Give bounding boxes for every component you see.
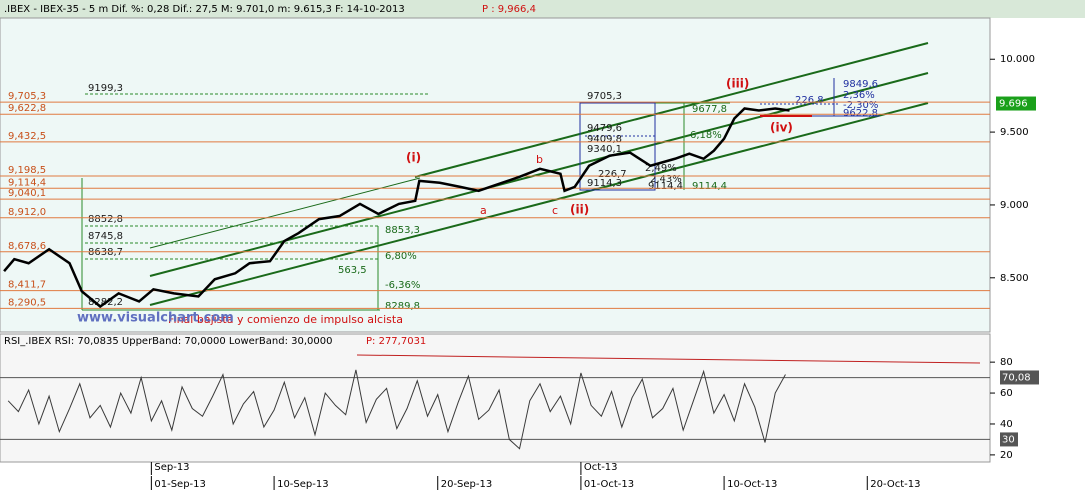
annotation: 9114,4 [692, 181, 727, 192]
level-label: 8,678,6 [8, 241, 46, 252]
value-tag-label: 30 [1002, 434, 1015, 445]
fib-tools [81, 93, 730, 311]
annotation: 9677,8 [692, 104, 727, 115]
y-tick-label: 80 [1000, 357, 1013, 368]
value-tag [1000, 432, 1018, 447]
annotation: 9340,1 [587, 144, 622, 155]
wave-label: a [480, 204, 487, 217]
rsi-p: P: 277,7031 [366, 336, 426, 347]
value-tag-label: 70,08 [1002, 372, 1031, 383]
x-tick-label: 10-Oct-13 [727, 479, 777, 490]
note: Final bajista y comienzo de impulso alci… [168, 313, 403, 326]
channel-line [149, 102, 929, 306]
wave-label: b [536, 153, 543, 166]
level-label: 8,912,0 [8, 207, 46, 218]
series-line [3, 107, 790, 309]
series-line [7, 369, 786, 450]
x-tick-label: 20-Oct-13 [870, 479, 920, 490]
annotation: 6,80% [385, 251, 417, 262]
level-label: 9,198,5 [8, 165, 46, 176]
annotation: -2,30% [843, 100, 878, 111]
annotation: 9622,8 [843, 108, 878, 119]
x-tick-label: 20-Sep-13 [441, 479, 493, 490]
channel-line [149, 177, 421, 249]
y-tick-label: 8.500 [1000, 273, 1029, 284]
annotation: 6,18% [690, 130, 722, 141]
header-title: .IBEX - IBEX-35 - 5 m Dif. %: 0,28 Dif.:… [4, 4, 405, 15]
wave-label: (iii) [726, 77, 749, 91]
level-label: 9,114,4 [8, 177, 46, 188]
x-tick-label: 10-Sep-13 [277, 479, 329, 490]
annotation: 9409,8 [587, 134, 622, 145]
annotation: 563,5 [338, 265, 367, 276]
channel-line [149, 72, 929, 277]
annotation: 8289,8 [385, 301, 420, 312]
x-tick-label: 01-Oct-13 [584, 479, 634, 490]
annotation: 9114,4 [648, 181, 683, 192]
last-price-label: 9.696 [999, 99, 1028, 110]
wave-label: (ii) [570, 203, 589, 217]
annotation: 226,7 [598, 169, 627, 180]
wave-label: (iv) [770, 121, 793, 135]
level-label: 8,411,7 [8, 280, 46, 291]
y-tick-label: 9.000 [1000, 200, 1029, 211]
last-price-box [996, 96, 1036, 111]
wave-label: c [552, 204, 558, 217]
tool-box [579, 102, 656, 191]
x-tick-label: 01-Sep-13 [154, 479, 206, 490]
annotation: -6,36% [385, 280, 420, 291]
y-tick-label: 20 [1000, 450, 1013, 461]
annotations: 9199,3 9705,3 9479,6 9409,8 9340,1 9114,… [77, 77, 878, 327]
month-label: Sep-13 [154, 462, 189, 473]
channels [149, 42, 929, 306]
y-tick-label: 9.500 [1000, 127, 1029, 138]
annotation: 2,49% [645, 163, 677, 174]
level-label: 9,622,8 [8, 103, 46, 114]
annotation: 9199,3 [88, 83, 123, 94]
level-label: 9,040,1 [8, 188, 46, 199]
annotation: 8638,7 [88, 247, 123, 258]
y-tick-label: 60 [1000, 388, 1013, 399]
header-bar [0, 0, 1085, 18]
annotation: 9705,3 [587, 91, 622, 102]
annotation: 2,43% [650, 174, 682, 185]
annotation: 9479,6 [587, 123, 622, 134]
level-label: 9,705,3 [8, 91, 46, 102]
header-p: P : 9,966,4 [482, 4, 536, 15]
annotation: 8853,3 [385, 225, 420, 236]
month-label: Oct-13 [584, 462, 618, 473]
channel-line [414, 42, 929, 178]
annotation: 9849,6 [843, 79, 878, 90]
wave-label: (i) [406, 151, 421, 165]
level-label: 9,432,5 [8, 131, 46, 142]
y-tick-label: 10.000 [1000, 54, 1035, 65]
annotation: 8852,8 [88, 214, 123, 225]
value-tag [1000, 370, 1039, 385]
annotation: 8745,8 [88, 231, 123, 242]
level-label: 8,290,5 [8, 297, 46, 308]
watermark: www.visualchart.com [77, 311, 234, 326]
rsi-p-line [356, 354, 981, 364]
annotation: 9114,3 [587, 178, 622, 189]
annotation: 2,36% [843, 90, 875, 101]
rsi-title: RSI_.IBEX RSI: 70,0835 UpperBand: 70,000… [4, 336, 332, 347]
y-tick-label: 40 [1000, 419, 1013, 430]
annotation: 226,8 [795, 95, 824, 106]
